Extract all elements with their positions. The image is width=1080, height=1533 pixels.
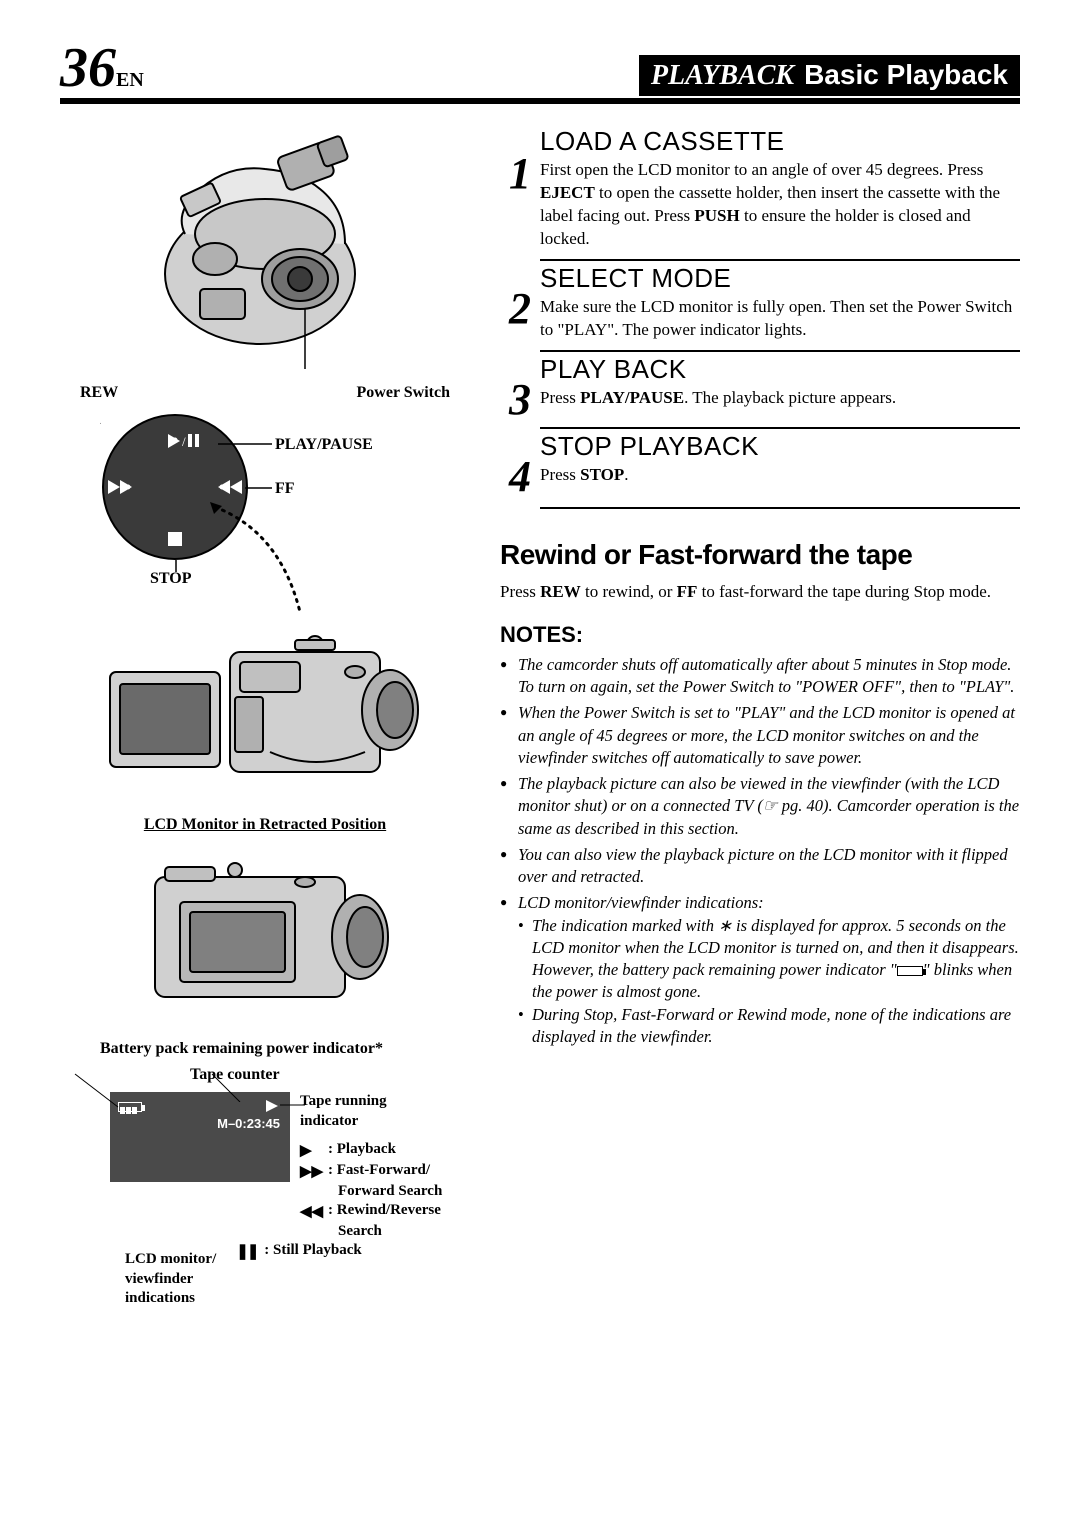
step-body: PLAY BACKPress PLAY/PAUSE. The playback … bbox=[540, 350, 1020, 410]
ff-icon: ▶▶ bbox=[300, 1162, 322, 1181]
indicator-still: ❚❚ : Still Playback bbox=[236, 1242, 362, 1261]
notes-list: The camcorder shuts off automatically af… bbox=[500, 654, 1020, 1049]
step-title: STOP PLAYBACK bbox=[540, 431, 1020, 462]
right-column: 1LOAD A CASSETTEFirst open the LCD monit… bbox=[500, 124, 1020, 1309]
lcd-retracted-caption: LCD Monitor in Retracted Position bbox=[60, 816, 470, 834]
steps: 1LOAD A CASSETTEFirst open the LCD monit… bbox=[500, 124, 1020, 497]
step: 3PLAY BACKPress PLAY/PAUSE. The playback… bbox=[500, 350, 1020, 420]
notes-sublist: The indication marked with ∗ is displaye… bbox=[518, 915, 1020, 1049]
header-title: PLAYBACK Basic Playback bbox=[639, 55, 1020, 96]
page-header: 36EN PLAYBACK Basic Playback bbox=[60, 40, 1020, 104]
note-item: LCD monitor/viewfinder indications:The i… bbox=[500, 892, 1020, 1048]
battery-icon bbox=[118, 1102, 142, 1112]
camcorder-retracted-illustration bbox=[125, 852, 405, 1022]
note-subitem: During Stop, Fast-Forward or Rewind mode… bbox=[518, 1004, 1020, 1049]
leader-counter bbox=[210, 1072, 260, 1102]
play-icon: ▶ bbox=[300, 1141, 322, 1160]
indicator-rew: ◀◀: Rewind/Reverse bbox=[300, 1202, 442, 1221]
step-body: SELECT MODEMake sure the LCD monitor is … bbox=[540, 259, 1020, 342]
pause-icon: ❚❚ bbox=[236, 1242, 258, 1261]
rew-icon: ◀◀ bbox=[300, 1202, 322, 1221]
leader-battery bbox=[70, 1072, 120, 1112]
page-number-block: 36EN bbox=[60, 40, 144, 96]
step: 1LOAD A CASSETTEFirst open the LCD monit… bbox=[500, 124, 1020, 251]
tape-running-block: Tape running indicator ▶: Playback ▶▶: F… bbox=[300, 1092, 442, 1242]
indicator-ff-2: Forward Search bbox=[300, 1183, 442, 1200]
step-title: PLAY BACK bbox=[540, 354, 1020, 385]
header-subsection: Basic Playback bbox=[804, 59, 1008, 91]
control-dial-area: / PLAY/PAUSE FF STOP bbox=[60, 412, 440, 612]
lcd-counter: M–0:23:45 bbox=[217, 1116, 280, 1131]
step: 2SELECT MODEMake sure the LCD monitor is… bbox=[500, 259, 1020, 342]
tape-running-l1: Tape running bbox=[300, 1092, 442, 1112]
battery-caption: Battery pack remaining power indicator* bbox=[100, 1040, 470, 1058]
step-text: Press PLAY/PAUSE. The playback picture a… bbox=[540, 387, 1020, 410]
page-number: 36 bbox=[60, 37, 116, 99]
playpause-dial-label: PLAY/PAUSE bbox=[275, 436, 373, 454]
step-text: Press STOP. bbox=[540, 464, 1020, 487]
step-body: LOAD A CASSETTEFirst open the LCD monito… bbox=[540, 124, 1020, 251]
step-title: LOAD A CASSETTE bbox=[540, 126, 1020, 157]
battery-inline-icon bbox=[897, 966, 923, 976]
page-lang: EN bbox=[116, 69, 144, 91]
note-item: The playback picture can also be viewed … bbox=[500, 773, 1020, 840]
lcd-monitor-label: LCD monitor/ viewfinder indications bbox=[125, 1250, 216, 1309]
step-title: SELECT MODE bbox=[540, 263, 1020, 294]
top-labels: REW Power Switch bbox=[60, 384, 470, 402]
leader-running bbox=[280, 1097, 305, 1112]
step-text: First open the LCD monitor to an angle o… bbox=[540, 159, 1020, 251]
header-section: PLAYBACK bbox=[651, 60, 794, 92]
step-number: 1 bbox=[500, 154, 540, 194]
content: REW Power Switch / bbox=[60, 124, 1020, 1309]
rewind-title: Rewind or Fast-forward the tape bbox=[500, 539, 1020, 571]
notes-title: NOTES: bbox=[500, 622, 1020, 648]
step-body: STOP PLAYBACKPress STOP. bbox=[540, 427, 1020, 487]
indicator-rew-2: Search bbox=[300, 1223, 442, 1240]
indicator-playback: ▶: Playback bbox=[300, 1141, 442, 1160]
power-switch-label: Power Switch bbox=[357, 384, 450, 402]
step-text: Make sure the LCD monitor is fully open.… bbox=[540, 296, 1020, 342]
step-number: 2 bbox=[500, 289, 540, 329]
tape-running-l2: indicator bbox=[300, 1112, 442, 1132]
note-item: When the Power Switch is set to "PLAY" a… bbox=[500, 702, 1020, 769]
left-column: REW Power Switch / bbox=[60, 124, 470, 1309]
step: 4STOP PLAYBACKPress STOP. bbox=[500, 427, 1020, 497]
play-triangle-icon bbox=[266, 1100, 278, 1112]
rew-label: REW bbox=[80, 384, 118, 402]
note-item: The camcorder shuts off automatically af… bbox=[500, 654, 1020, 699]
lcd-display: M–0:23:45 bbox=[110, 1092, 290, 1182]
indicator-list: ▶: Playback ▶▶: Fast-Forward/ Forward Se… bbox=[300, 1141, 442, 1240]
steps-end-divider bbox=[540, 507, 1020, 509]
note-item: You can also view the playback picture o… bbox=[500, 844, 1020, 889]
camcorder-open-illustration bbox=[95, 622, 435, 802]
bottom-labels: LCD monitor/ viewfinder indications ❚❚ :… bbox=[60, 1242, 470, 1309]
rewind-text: Press REW to rewind, or FF to fast-forwa… bbox=[500, 581, 1020, 604]
note-subitem: The indication marked with ∗ is displaye… bbox=[518, 915, 1020, 1004]
dotted-curve bbox=[210, 502, 350, 622]
indicator-ff: ▶▶: Fast-Forward/ bbox=[300, 1162, 442, 1181]
camcorder-top-illustration bbox=[125, 134, 405, 374]
step-number: 4 bbox=[500, 457, 540, 497]
lcd-display-area: M–0:23:45 Tape running indicator ▶: Play… bbox=[60, 1092, 470, 1242]
step-number: 3 bbox=[500, 380, 540, 420]
